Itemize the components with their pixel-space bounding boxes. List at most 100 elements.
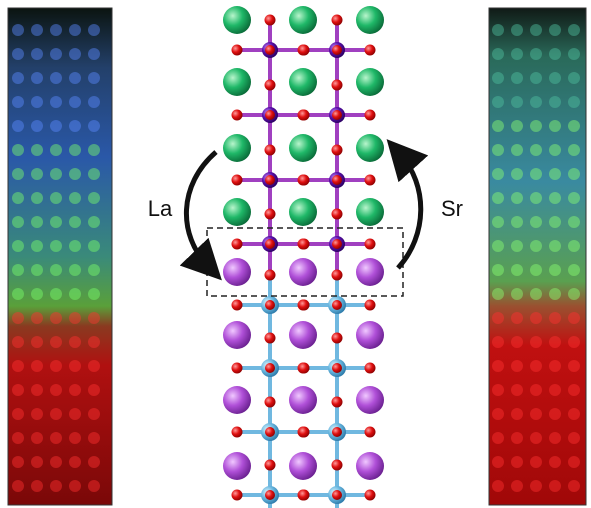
sr-site-atom <box>356 258 384 286</box>
map-dot <box>12 168 24 180</box>
map-dot <box>31 312 43 324</box>
map-dot <box>50 48 62 60</box>
oxygen <box>265 15 276 26</box>
map-dot <box>492 432 504 444</box>
sr-site-atom <box>356 386 384 414</box>
map-dot <box>69 432 81 444</box>
oxygen <box>332 80 343 91</box>
map-dot <box>549 24 561 36</box>
map-dot <box>511 24 523 36</box>
map-dot <box>69 360 81 372</box>
map-dot <box>511 264 523 276</box>
map-dot <box>568 120 580 132</box>
map-dot <box>511 384 523 396</box>
map-dot <box>31 336 43 348</box>
map-dot <box>511 456 523 468</box>
map-dot <box>492 288 504 300</box>
oxygen <box>265 397 276 408</box>
sr-site-atom <box>356 321 384 349</box>
map-dot <box>69 192 81 204</box>
oxygen <box>332 270 343 281</box>
map-dot <box>69 456 81 468</box>
map-dot <box>530 480 542 492</box>
map-dot <box>549 48 561 60</box>
map-dot <box>511 408 523 420</box>
map-dot <box>31 24 43 36</box>
la-label: La <box>148 196 173 221</box>
map-dot <box>88 120 100 132</box>
map-dot <box>50 408 62 420</box>
map-dot <box>530 288 542 300</box>
map-dot <box>530 192 542 204</box>
map-dot <box>12 264 24 276</box>
map-dot <box>568 216 580 228</box>
map-dot <box>549 96 561 108</box>
map-dot <box>69 480 81 492</box>
map-dot <box>492 192 504 204</box>
oxygen <box>299 110 310 121</box>
map-dot <box>12 240 24 252</box>
oxygen <box>332 239 342 249</box>
map-dot <box>88 240 100 252</box>
map-dot <box>492 456 504 468</box>
map-dot <box>568 24 580 36</box>
map-dot <box>568 288 580 300</box>
map-dot <box>12 120 24 132</box>
map-dot <box>31 192 43 204</box>
oxygen <box>232 490 243 501</box>
map-dot <box>12 408 24 420</box>
map-dot <box>511 288 523 300</box>
map-dot <box>69 96 81 108</box>
oxygen <box>232 175 243 186</box>
map-dot <box>492 360 504 372</box>
map-dot <box>88 24 100 36</box>
oxygen <box>365 490 376 501</box>
map-dot <box>568 480 580 492</box>
oxygen <box>299 239 310 250</box>
la-site-atom <box>356 68 384 96</box>
map-dot <box>549 336 561 348</box>
map-dot <box>31 456 43 468</box>
oxygen <box>332 363 342 373</box>
map-dot <box>12 384 24 396</box>
map-dot <box>31 384 43 396</box>
map-dot <box>549 408 561 420</box>
map-dot <box>50 120 62 132</box>
map-dot <box>50 312 62 324</box>
map-dot <box>492 120 504 132</box>
map-dot <box>50 264 62 276</box>
oxygen <box>232 300 243 311</box>
oxygen <box>265 145 276 156</box>
oxygen <box>299 300 310 311</box>
oxygen <box>332 427 342 437</box>
map-dot <box>69 144 81 156</box>
map-dot <box>530 48 542 60</box>
map-dot <box>549 120 561 132</box>
map-dot <box>50 456 62 468</box>
map-dot <box>492 24 504 36</box>
map-dot <box>549 432 561 444</box>
map-dot <box>568 456 580 468</box>
map-dot <box>69 72 81 84</box>
map-dot <box>12 144 24 156</box>
map-dot <box>69 312 81 324</box>
oxygen <box>332 15 343 26</box>
oxygen <box>232 45 243 56</box>
oxygen <box>232 363 243 374</box>
map-dot <box>50 96 62 108</box>
map-dot <box>69 288 81 300</box>
map-dot <box>568 384 580 396</box>
map-dot <box>69 168 81 180</box>
map-dot <box>511 336 523 348</box>
map-dot <box>492 96 504 108</box>
la-site-atom <box>289 68 317 96</box>
map-dot <box>88 336 100 348</box>
oxygen <box>365 45 376 56</box>
map-dot <box>492 336 504 348</box>
map-dot <box>12 480 24 492</box>
map-dot <box>568 144 580 156</box>
map-dot <box>50 192 62 204</box>
map-dot <box>31 168 43 180</box>
map-dot <box>31 288 43 300</box>
oxygen <box>332 145 343 156</box>
